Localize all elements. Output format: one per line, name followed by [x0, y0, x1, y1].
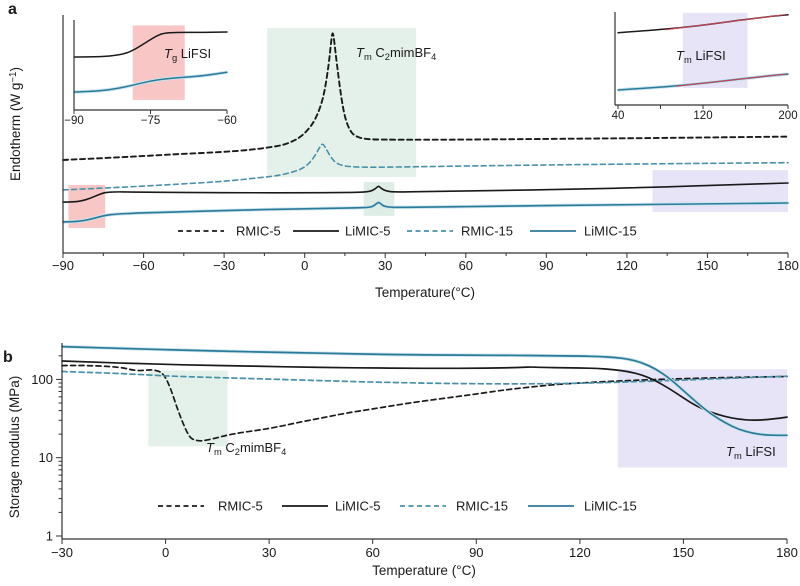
a-tm-c2mimbf4-label: Tm C2mimBF4: [356, 45, 437, 63]
x-tick-label: 30: [378, 258, 392, 273]
x-tick-label: 150: [673, 545, 695, 560]
legend-label-RMIC-15: RMIC-15: [456, 499, 508, 514]
curve-LiMIC-15: [62, 201, 789, 223]
legend-label-LiMIC-5: LiMIC-5: [345, 224, 391, 239]
inset-band-tm-purple: [682, 12, 748, 88]
x-tick-label: −60: [217, 115, 237, 127]
inset-tm-lifsi-label: Tm LiFSI: [676, 48, 726, 66]
inset-band-tg-pink: [132, 25, 185, 100]
legend-label-RMIC-15: RMIC-15: [461, 224, 513, 239]
x-tick-label: 200: [778, 110, 797, 122]
curve-inset-LiMIC-5: [73, 31, 228, 58]
x-tick-label: 90: [539, 258, 553, 273]
b-x-axis-title: Temperature (°C): [372, 563, 476, 578]
x-tick-label: 120: [693, 110, 712, 122]
x-tick-label: 120: [569, 545, 591, 560]
legend-label-RMIC-5: RMIC-5: [218, 499, 263, 514]
curve-RMIC-15: [61, 370, 788, 385]
x-tick-label: 120: [616, 258, 638, 273]
panel-a-chart: −90 −60 −30 0 30 60 90 120 150 180 RMIC-5 LiMIC-5 RM…: [52, 12, 799, 273]
curve-LiMIC-5: [61, 360, 788, 421]
x-tick-label: −90: [64, 115, 84, 127]
x-tick-label: −90: [52, 258, 74, 273]
x-tick-label: −30: [213, 258, 235, 273]
x-tick-label: −30: [51, 545, 73, 560]
a-y-axis-title: Endotherm (W g−1): [7, 67, 24, 181]
x-tick-label: −75: [141, 115, 161, 127]
band-b-tm-c2mimbf4-green: [148, 370, 228, 447]
b-y-axis-title: Storage modulus (MPa): [7, 375, 23, 519]
x-tick-label: 30: [262, 545, 276, 560]
legend-label-LiMIC-15: LiMIC-15: [584, 224, 637, 239]
legend-label-RMIC-5: RMIC-5: [236, 224, 281, 239]
band-tm-c2mimbf4-green-small: [363, 182, 395, 216]
x-tick-label: 180: [776, 545, 798, 560]
b-tm-lifsi-label: Tm LiFSI: [726, 444, 776, 462]
x-tick-label: 180: [777, 258, 799, 273]
x-tick-label: 60: [459, 258, 473, 273]
inset-tg-lifsi-label: Tg LiFSI: [164, 46, 212, 64]
legend-label-LiMIC-15: LiMIC-15: [584, 499, 637, 514]
a-x-axis-title: Temperature(°C): [375, 285, 475, 300]
y-tick-label: 1: [46, 529, 53, 544]
curve-RMIC-5: [61, 364, 788, 442]
x-tick-label: 40: [612, 110, 625, 122]
curve-inset2-LiMIC-15-fit: [675, 73, 787, 87]
x-tick-label: 0: [162, 545, 169, 560]
x-tick-label: 150: [697, 258, 719, 273]
y-tick-label: 10: [39, 450, 53, 465]
panel-b-letter: b: [3, 349, 13, 366]
x-tick-label: 60: [365, 545, 379, 560]
curve-RMIC-5: [62, 32, 789, 161]
curve-LiMIC-5: [62, 182, 789, 203]
b-tm-c2mimbf4-label: Tm C2mimBF4: [206, 440, 287, 458]
curve-RMIC-15: [62, 143, 789, 191]
curve-inset-LiMIC-15: [73, 71, 228, 93]
x-tick-label: 90: [469, 545, 483, 560]
panel-a-letter: a: [8, 1, 17, 18]
curve-inset2-LiMIC-5-fit: [665, 13, 787, 31]
x-tick-label: −60: [133, 258, 155, 273]
x-tick-label: 0: [301, 258, 308, 273]
legend-label-LiMIC-5: LiMIC-5: [335, 499, 381, 514]
curve-LiMIC-15: [61, 345, 788, 437]
panel-b-chart: −30 0 30 60 90 120 150 180 1 10 100 RMIC-5 LiMIC-5 RM…: [31, 343, 798, 560]
band-b-tm-lifsi-purple: [617, 369, 787, 468]
y-tick-label: 100: [31, 372, 53, 387]
